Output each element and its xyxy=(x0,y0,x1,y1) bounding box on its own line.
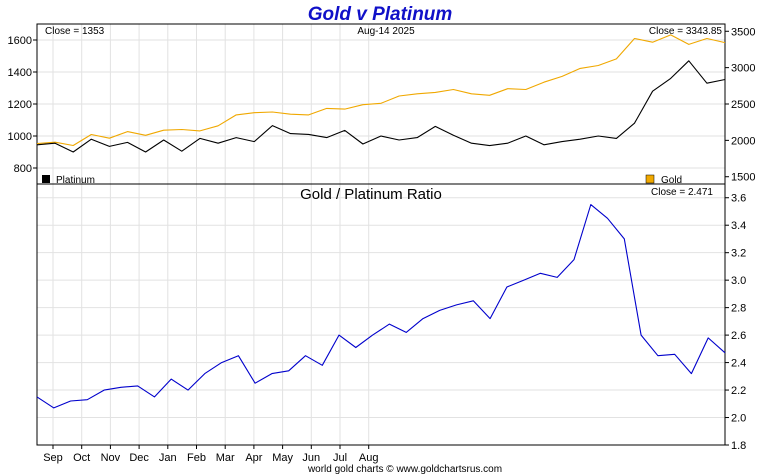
month-tick-label: Oct xyxy=(73,452,90,464)
ratio-axis-ticks: 1.8 2.0 2.2 2.4 2.6 2.8 3.0 3.2 3.4 3.6 xyxy=(725,193,746,452)
ratio-tick-label: 1.8 xyxy=(731,440,746,452)
month-tick-label: Apr xyxy=(245,452,262,464)
gold-tick-label: 2000 xyxy=(731,135,755,147)
ratio-tick-label: 2.0 xyxy=(731,413,746,425)
ratio-tick-label: 3.6 xyxy=(731,193,746,205)
month-tick-label: Aug xyxy=(359,452,379,464)
month-tick-label: Nov xyxy=(101,452,121,464)
ratio-close-label: Close = 2.471 xyxy=(651,187,713,198)
month-tick-label: Sep xyxy=(43,452,63,464)
ratio-tick-label: 3.0 xyxy=(731,275,746,287)
month-tick-label: Dec xyxy=(129,452,149,464)
month-tick-label: May xyxy=(272,452,293,464)
bottom-panel-frame xyxy=(36,183,726,446)
gold-tick-label: 2500 xyxy=(731,99,755,111)
top-panel-grid xyxy=(37,24,725,184)
gold-legend-swatch xyxy=(645,174,655,184)
bottom-panel-series xyxy=(36,204,726,409)
platinum-tick-label: 800 xyxy=(14,163,32,175)
month-axis-ticks: Sep Oct Nov Dec Jan Feb Mar Apr May Jun Jul Aug xyxy=(43,445,378,464)
month-tick-label: Jan xyxy=(159,452,177,464)
gold-axis-ticks: 1500 2000 2500 3000 3500 xyxy=(725,26,755,184)
month-tick-label: Mar xyxy=(216,452,235,464)
platinum-legend-swatch xyxy=(42,175,50,183)
chart-title: Gold v Platinum xyxy=(308,4,453,25)
gold-legend-label: Gold xyxy=(661,175,682,186)
gold-close-label: Close = 3343.85 xyxy=(649,26,723,37)
platinum-tick-label: 1400 xyxy=(8,67,32,79)
ratio-title: Gold / Platinum Ratio xyxy=(300,186,442,203)
gold-tick-label: 3000 xyxy=(731,63,755,75)
ratio-tick-label: 2.6 xyxy=(731,330,746,342)
platinum-close-label: Close = 1353 xyxy=(45,26,105,37)
date-label: Aug-14 2025 xyxy=(357,26,415,37)
ratio-tick-label: 2.4 xyxy=(731,358,746,370)
platinum-tick-label: 1000 xyxy=(8,131,32,143)
platinum-tick-label: 1200 xyxy=(8,99,32,111)
footer-credit: world gold charts © www.goldchartsrus.co… xyxy=(307,464,502,475)
ratio-tick-label: 3.4 xyxy=(731,220,746,232)
ratio-tick-label: 2.2 xyxy=(731,385,746,397)
platinum-legend-label: Platinum xyxy=(56,175,95,186)
platinum-price-line xyxy=(36,60,726,153)
platinum-axis-ticks: 800 1000 1200 1400 1600 xyxy=(8,35,37,175)
month-tick-label: Jun xyxy=(302,452,320,464)
ratio-line xyxy=(36,204,726,409)
gold-tick-label: 3500 xyxy=(731,26,755,38)
gold-tick-label: 1500 xyxy=(731,172,755,184)
platinum-tick-label: 1600 xyxy=(8,35,32,47)
ratio-tick-label: 2.8 xyxy=(731,303,746,315)
gold-price-line xyxy=(36,34,726,147)
ratio-tick-label: 3.2 xyxy=(731,248,746,260)
top-panel-series xyxy=(36,34,726,153)
month-tick-label: Jul xyxy=(333,452,347,464)
bottom-panel-grid xyxy=(37,184,725,446)
month-tick-label: Feb xyxy=(187,452,206,464)
